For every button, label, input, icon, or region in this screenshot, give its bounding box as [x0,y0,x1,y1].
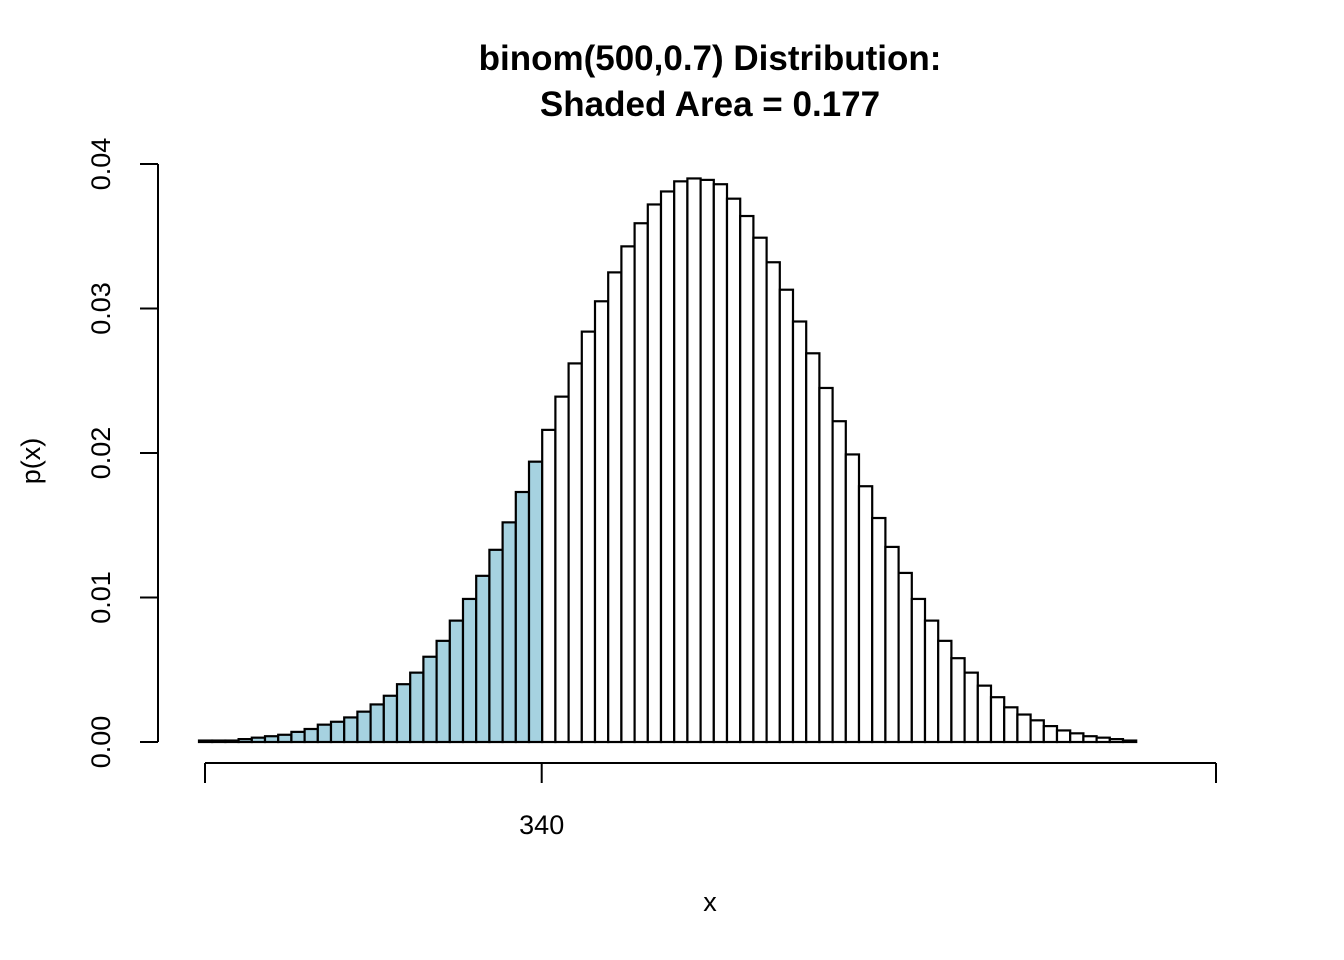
bar-320 [263,735,280,744]
bar-330 [395,683,412,744]
bar-334 [448,619,465,744]
bar-383 [1095,736,1111,744]
y-axis: 0.00 0.01 0.02 0.03 0.04 [86,138,159,769]
bar-329 [382,694,399,744]
bar-360 [791,320,808,744]
bar-350 [659,190,676,744]
chart-subtitle: Shaded Area = 0.177 [540,85,880,124]
bar-369 [910,597,927,744]
bar-368 [897,571,913,744]
bar-339 [514,490,531,744]
bar-327 [356,710,372,744]
bar-351 [673,180,689,744]
x-axis: 340 [204,762,1217,840]
bar-323 [303,727,319,744]
bar-376 [1003,706,1019,744]
bar-382 [1082,735,1098,744]
bar-380 [1055,729,1072,744]
bar-317 [224,739,240,744]
y-tick-label: 0.04 [86,138,116,191]
bar-355 [725,197,742,744]
bar-370 [923,619,940,744]
bar-333 [435,639,451,744]
x-tick-label: 340 [519,810,564,840]
bar-340 [527,460,544,744]
y-tick-label: 0.03 [86,282,116,335]
bar-362 [818,386,834,744]
bar-324 [316,723,333,744]
bar-377 [1016,713,1032,744]
bar-349 [646,203,663,744]
bar-371 [937,639,953,744]
bar-346 [607,271,623,744]
bar-341 [541,428,557,744]
y-tick-label: 0.01 [86,571,116,624]
bar-359 [778,288,795,744]
bar-363 [831,420,847,744]
bar-372 [950,657,966,744]
bar-331 [409,671,425,744]
bar-357 [752,236,768,744]
bar-315 [197,739,214,744]
bar-354 [712,183,729,744]
bar-326 [343,716,359,744]
bar-332 [422,655,438,744]
bar-385 [1121,739,1138,744]
bar-361 [805,352,821,744]
bar-366 [871,516,887,744]
bar-338 [501,521,517,744]
bar-364 [844,453,861,744]
bar-316 [211,739,227,744]
x-axis-label: x [703,887,717,917]
bars-group [197,177,1138,744]
bar-348 [633,222,649,744]
bar-336 [475,574,491,744]
bar-356 [739,214,755,744]
y-tick-label: 0.02 [86,427,116,480]
bar-319 [250,736,267,744]
bar-325 [329,720,346,744]
bar-379 [1042,725,1059,744]
bar-384 [1108,738,1125,744]
bar-335 [461,597,478,744]
bar-353 [699,178,715,744]
bar-373 [963,671,979,744]
bar-343 [567,362,583,744]
chart-title: binom(500,0.7) Distribution: [479,39,942,78]
y-axis-label: p(x) [16,438,46,485]
bar-342 [554,395,570,744]
bar-347 [620,245,636,744]
bar-318 [237,738,253,744]
bar-365 [857,485,874,744]
bar-328 [369,703,385,744]
bar-345 [593,300,610,744]
bar-337 [488,548,504,744]
bar-352 [686,177,702,744]
bar-344 [580,330,597,744]
bar-374 [976,684,993,744]
bar-322 [290,730,306,744]
bar-367 [884,545,900,744]
bar-321 [277,733,293,744]
y-tick-label: 0.00 [86,716,116,769]
bar-378 [1029,719,1045,744]
bar-381 [1069,732,1085,744]
bar-358 [765,261,781,744]
bar-375 [989,696,1006,744]
